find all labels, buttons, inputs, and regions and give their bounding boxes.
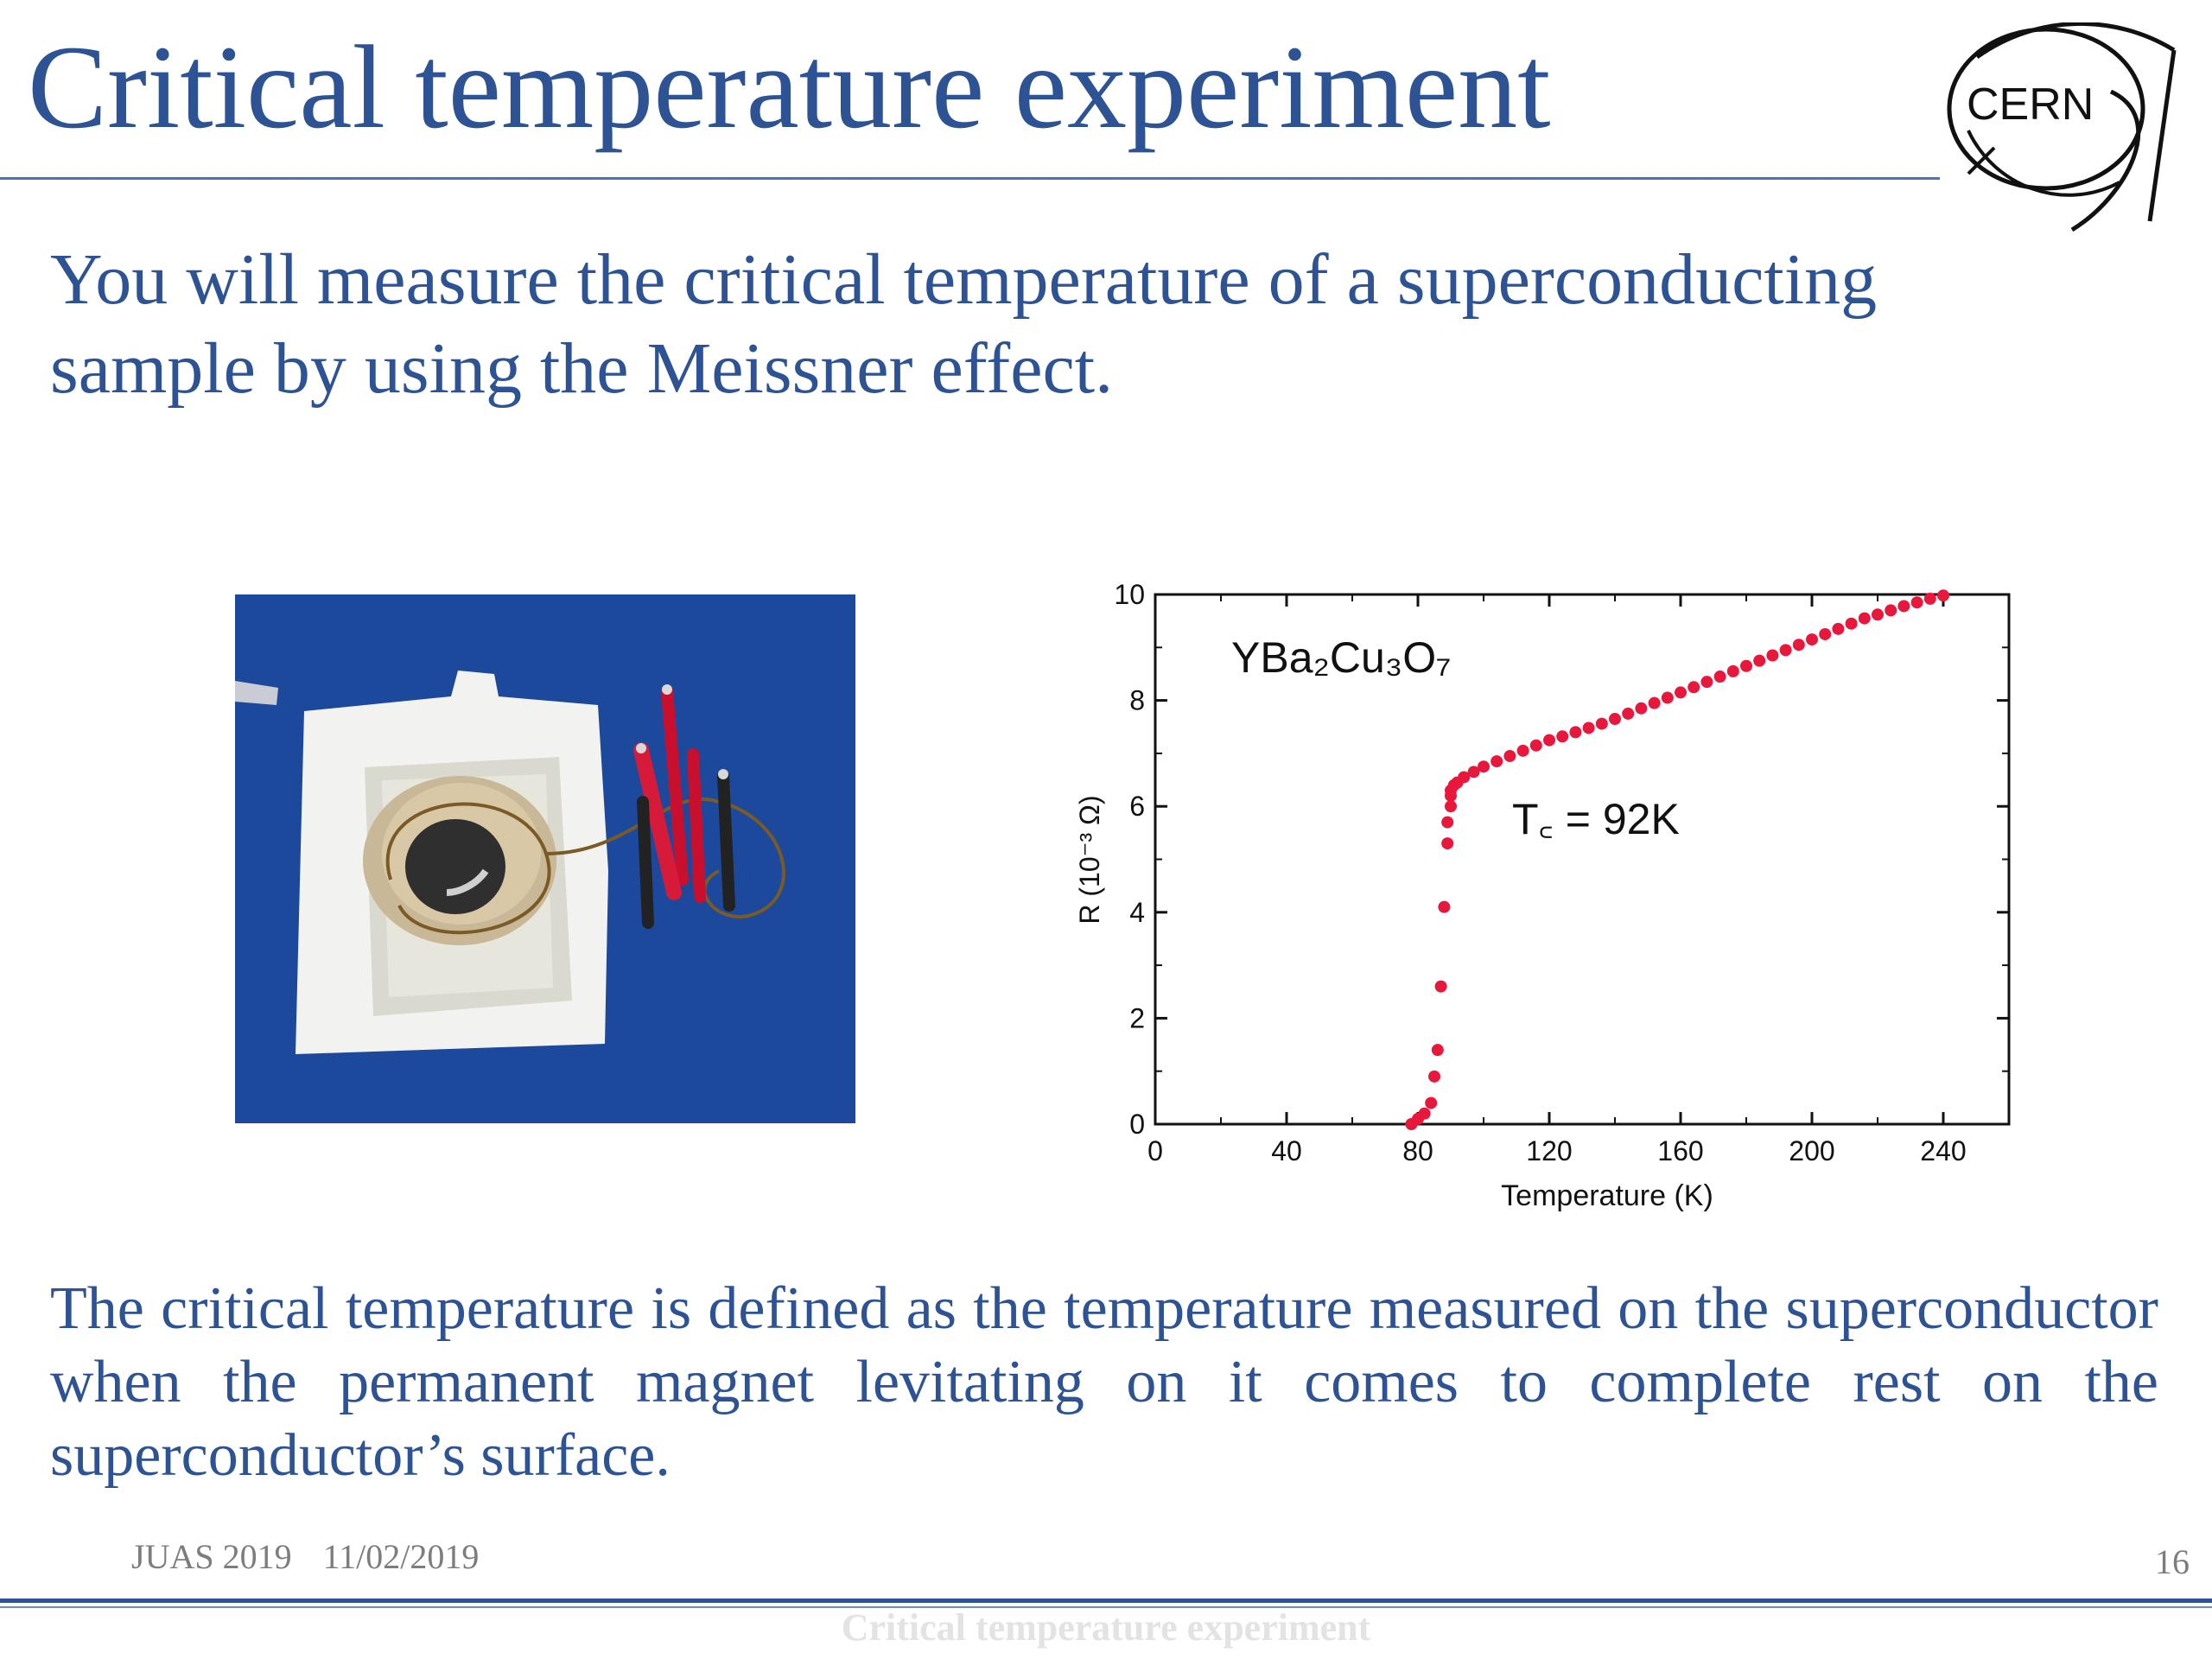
data-point [1923, 592, 1936, 605]
critical-temperature-label: T꜀ = 92K [1512, 795, 1680, 843]
compound-label: YBa₂Cu₃O₇ [1231, 633, 1451, 682]
data-point [1897, 600, 1910, 613]
footer-rule-thin [0, 1606, 2212, 1608]
data-point [1418, 1107, 1431, 1120]
data-point [1675, 686, 1687, 699]
footer-info: JUAS 2019 11/02/2019 [131, 1536, 510, 1577]
data-point [1740, 659, 1752, 672]
x-tick-label: 120 [1526, 1135, 1572, 1166]
footer-rule [0, 1599, 2212, 1603]
cern-logo: CERN [1947, 22, 2177, 232]
x-tick-label: 40 [1271, 1135, 1302, 1166]
data-point [1441, 837, 1454, 850]
data-point [1726, 664, 1739, 677]
definition-text: The critical temperature is defined as t… [50, 1275, 2158, 1489]
x-tick-label: 80 [1402, 1135, 1433, 1166]
data-point [1491, 755, 1503, 768]
slide-title: Critical temperature experiment [28, 21, 1551, 153]
y-axis-label: R (10⁻³ Ω) [1074, 795, 1105, 924]
data-point [1503, 749, 1516, 762]
footer-date: 11/02/2019 [322, 1537, 480, 1576]
y-tick-label: 2 [1129, 1002, 1145, 1033]
data-point [1858, 612, 1871, 625]
data-point [1438, 900, 1451, 913]
data-point [1700, 676, 1713, 689]
data-point [1806, 633, 1818, 646]
data-point [1635, 702, 1648, 715]
data-point [1648, 696, 1661, 709]
data-point [1779, 644, 1792, 657]
black-banana-plugs [637, 796, 654, 929]
data-point [1819, 627, 1832, 640]
apparatus-photo [235, 594, 855, 1123]
data-point [1688, 681, 1700, 694]
data-point [1713, 671, 1726, 683]
chart-data-points [1405, 589, 1949, 1130]
data-point [1529, 739, 1542, 752]
data-point [1458, 771, 1471, 784]
data-point [1445, 800, 1457, 813]
cern-logo-text: CERN [1967, 79, 2094, 130]
y-tick-label: 6 [1129, 791, 1145, 822]
x-tick-label: 160 [1657, 1135, 1703, 1166]
data-point [1845, 617, 1858, 630]
data-point [1434, 980, 1447, 993]
x-tick-label: 200 [1789, 1135, 1834, 1166]
red-banana-plugs [633, 742, 682, 900]
data-point [1556, 730, 1569, 743]
data-point [1582, 721, 1595, 734]
footer-event: JUAS 2019 [131, 1537, 292, 1576]
data-point [1910, 596, 1923, 609]
data-point [1425, 1096, 1438, 1109]
data-point [1595, 717, 1608, 730]
chart-ticks: 0 40 80 120 160 200 240 0 2 4 6 8 10 [1114, 579, 2009, 1166]
data-point [1622, 707, 1635, 720]
data-point [1609, 713, 1621, 726]
intro-text: You will measure the critical temperatur… [50, 239, 1878, 409]
data-point [1937, 589, 1949, 602]
x-tick-label: 0 [1147, 1135, 1163, 1166]
y-tick-label: 0 [1129, 1109, 1145, 1140]
y-tick-label: 10 [1114, 579, 1145, 610]
data-point [1467, 766, 1480, 779]
data-point [1516, 744, 1529, 757]
data-point [1569, 726, 1582, 739]
apparatus-photo-cable-end [235, 681, 278, 705]
y-tick-label: 8 [1129, 685, 1145, 716]
data-point [1428, 1070, 1440, 1083]
data-point [1766, 649, 1779, 662]
data-point [1832, 622, 1845, 635]
title-underline [0, 177, 1940, 180]
x-axis-label: Temperature (K) [1501, 1179, 1713, 1212]
data-point [1885, 604, 1897, 617]
data-point [1661, 691, 1674, 704]
x-tick-label: 240 [1920, 1135, 1966, 1166]
data-point [1872, 608, 1884, 621]
footer-title: Critical temperature experiment [841, 1606, 1371, 1649]
magnet-sample [405, 819, 505, 914]
y-tick-label: 4 [1129, 897, 1145, 928]
data-point [1792, 639, 1805, 652]
data-point [1543, 734, 1555, 747]
resistance-temperature-chart: 0 40 80 120 160 200 240 0 2 4 6 8 10 Temperature (K)… [1074, 579, 2011, 1212]
data-point [1478, 760, 1490, 773]
data-point [1753, 654, 1766, 667]
page-number: 16 [2155, 1542, 2190, 1581]
data-point [1441, 816, 1454, 829]
data-point [1431, 1044, 1444, 1057]
